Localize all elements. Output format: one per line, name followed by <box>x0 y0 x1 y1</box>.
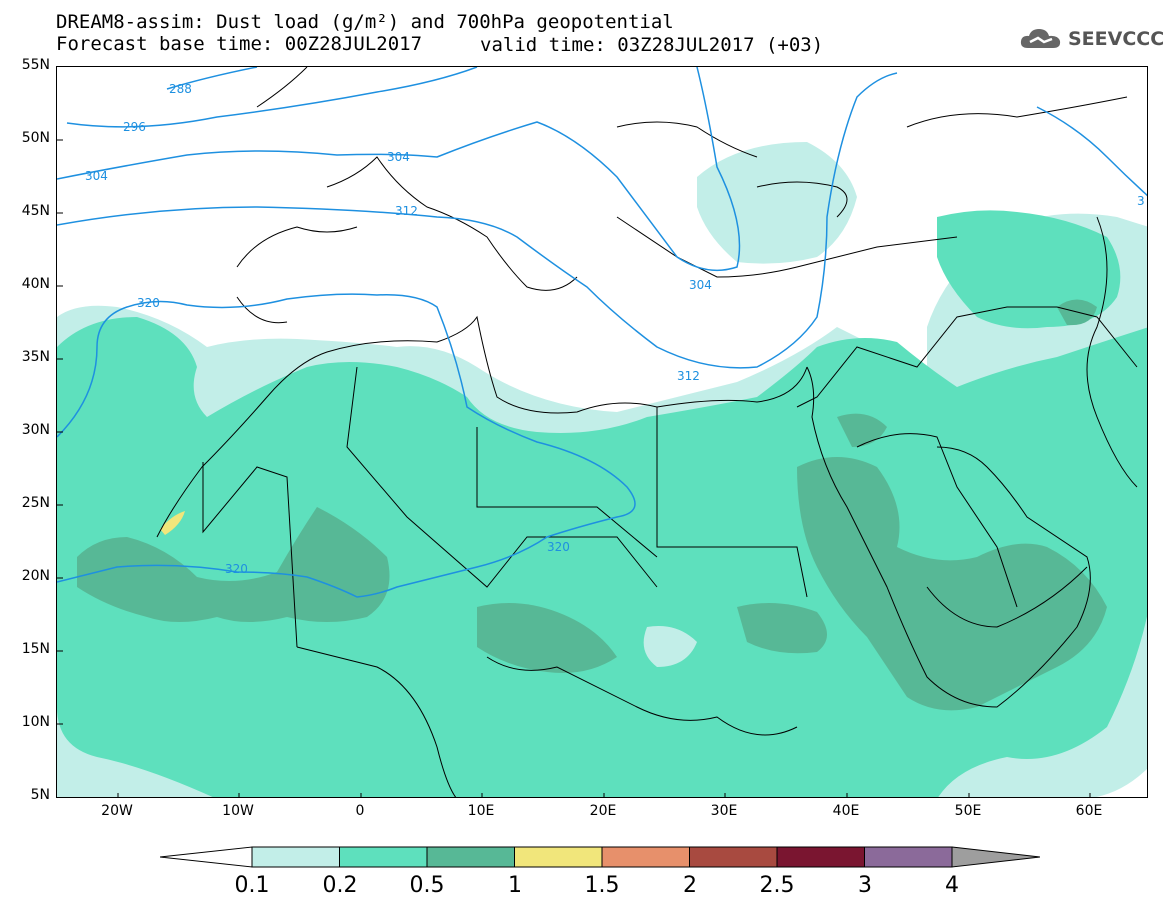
colorbar-box <box>339 846 428 868</box>
lat-label: 45N <box>21 203 50 219</box>
colorbar-box <box>514 846 603 868</box>
contour-label: 288 <box>169 82 192 96</box>
colorbar-label: 0.1 <box>234 873 270 898</box>
lat-label: 30N <box>21 422 50 438</box>
colorbar-label: 0.5 <box>409 873 445 898</box>
axis-ticks <box>57 139 1091 797</box>
lon-label: 40E <box>832 803 860 819</box>
lat-label: 5N <box>30 787 50 803</box>
colorbar-box <box>251 846 340 868</box>
country-borders <box>156 67 1138 797</box>
seevccc-logo: SEEVCCC <box>1018 26 1164 52</box>
lon-label: 0 <box>355 803 365 819</box>
lat-label: 15N <box>21 641 50 657</box>
lat-label: 40N <box>21 276 50 292</box>
lon-label: 20E <box>589 803 617 819</box>
lat-label: 55N <box>21 57 50 73</box>
colorbar <box>160 846 1040 868</box>
map-canvas: 288 296 304 304 312 320 304 312 320 320 … <box>57 67 1147 797</box>
colorbar-label: 1 <box>508 873 522 898</box>
contour-label: 320 <box>137 296 160 310</box>
lat-label: 10N <box>21 714 50 730</box>
lat-label: 35N <box>21 349 50 365</box>
lon-label: 30E <box>710 803 738 819</box>
colorbar-label: 2 <box>683 873 697 898</box>
dust-layer-high <box>77 299 1107 711</box>
contour-label: 320 <box>225 562 248 576</box>
lon-label: 10W <box>222 803 254 819</box>
colorbar-label: 2.5 <box>759 873 795 898</box>
cloud-icon <box>1020 29 1061 48</box>
forecast-base-time: Forecast base time: 00Z28JUL2017 <box>56 33 423 55</box>
lon-label: 50E <box>954 803 982 819</box>
dust-load-map: 288 296 304 304 312 320 304 312 320 320 … <box>56 66 1148 798</box>
colorbar-box <box>689 846 778 868</box>
colorbar-label: 3 <box>858 873 872 898</box>
lat-label: 20N <box>21 568 50 584</box>
colorbar-box <box>864 846 953 868</box>
geopotential-contours <box>57 67 1147 598</box>
contour-label: 312 <box>395 204 418 218</box>
logo-text: SEEVCCC <box>1068 28 1165 50</box>
colorbar-boxes <box>251 846 953 868</box>
contour-label: 304 <box>85 169 108 183</box>
colorbar-box <box>426 846 515 868</box>
colorbar-under <box>160 846 253 868</box>
lon-label: 60E <box>1075 803 1103 819</box>
colorbar-label: 1.5 <box>584 873 620 898</box>
contour-label: 320 <box>547 540 570 554</box>
contour-label: 304 <box>387 150 410 164</box>
lat-label: 25N <box>21 495 50 511</box>
contour-label: 304 <box>689 278 712 292</box>
contour-label: 3 <box>1137 194 1145 208</box>
colorbar-label: 0.2 <box>322 873 358 898</box>
lat-label: 50N <box>21 130 50 146</box>
chart-title: DREAM8-assim: Dust load (g/m²) and 700hP… <box>56 11 674 33</box>
colorbar-over <box>951 846 1040 868</box>
dust-layer-mid <box>57 210 1147 797</box>
colorbar-box <box>601 846 690 868</box>
lon-label: 10E <box>467 803 495 819</box>
contour-labels: 288 296 304 304 312 320 304 312 320 320 … <box>85 82 1145 576</box>
colorbar-label: 4 <box>945 873 959 898</box>
contour-label: 312 <box>677 369 700 383</box>
lon-label: 20W <box>101 803 133 819</box>
valid-time: valid time: 03Z28JUL2017 (+03) <box>480 34 824 56</box>
contour-label: 296 <box>123 120 146 134</box>
colorbar-box <box>776 846 865 868</box>
dust-peak <box>160 511 185 535</box>
